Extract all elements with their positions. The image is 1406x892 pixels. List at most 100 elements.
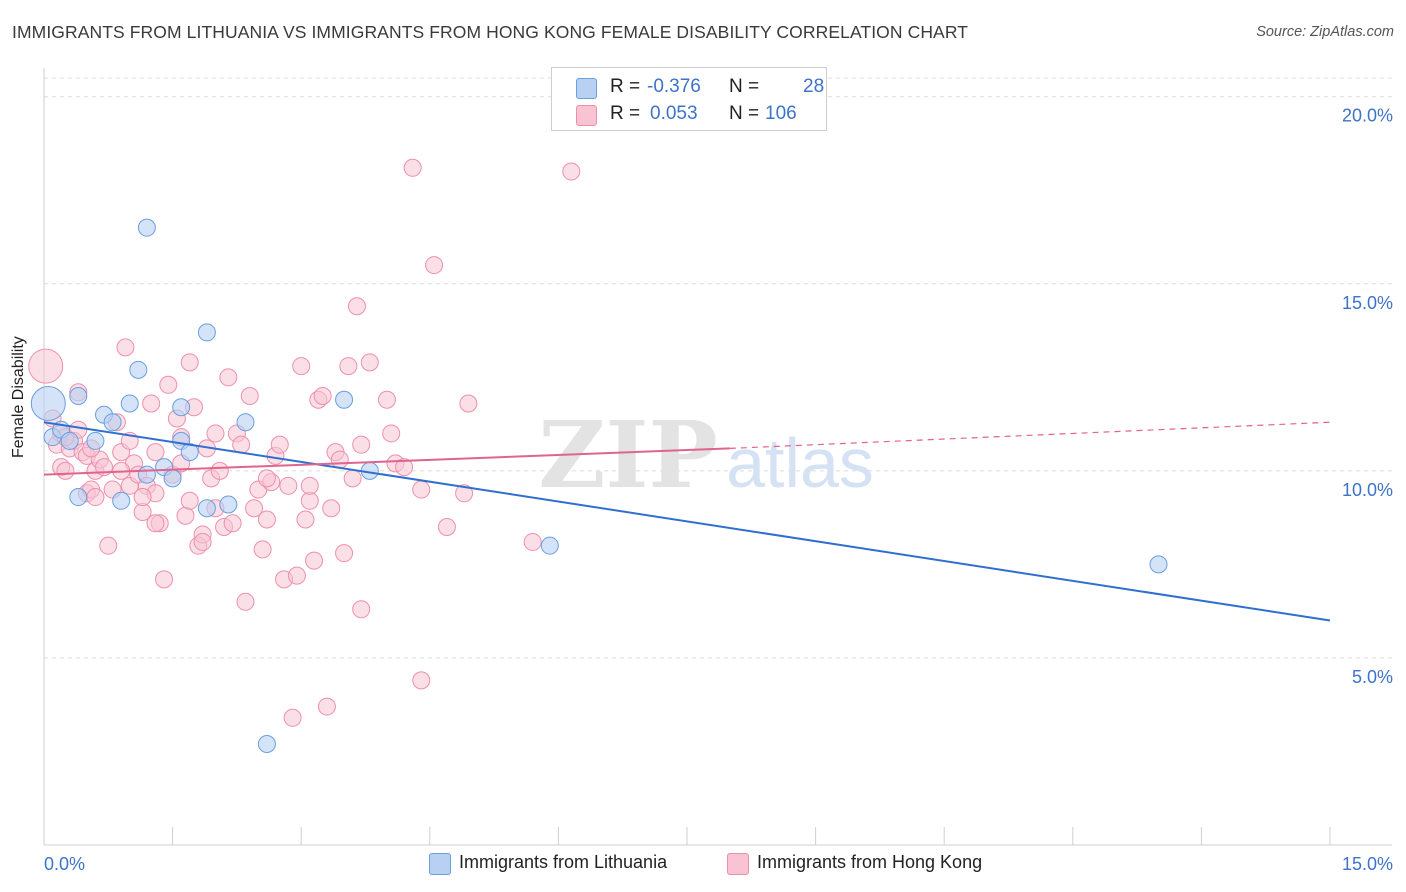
chart-title: IMMIGRANTS FROM LITHUANIA VS IMMIGRANTS … [12,22,969,42]
hong-kong-point [343,469,362,488]
lithuania-point [163,469,182,488]
n-label: N = [729,103,760,124]
lithuania-point [137,465,156,484]
hong-kong-point [292,357,311,376]
lithuania-point [86,431,105,450]
hong-kong-point [206,424,225,443]
legend-label: Immigrants from Lithuania [459,852,668,872]
hong-kong-point [146,443,165,462]
r-label: R = [610,76,641,97]
stats-legend: R = -0.376 N = 28 R = 0.053 N = 106 [551,67,827,131]
hong-kong-point [219,368,238,387]
hong-kong-point [287,566,306,585]
hong-kong-point [305,551,324,570]
n-label: N = [729,76,760,97]
lithuania-point [60,431,79,450]
watermark-atlas: atlas [726,424,874,502]
lithuania-legend-swatch [429,853,451,875]
y-tick-label: 15.0% [1342,293,1393,313]
n-value: 28 [803,76,825,97]
grid-lines [44,77,1392,659]
lithuania-point [69,387,88,406]
y-tick-label: 10.0% [1342,480,1393,500]
hong-kong-point [232,435,251,454]
hong-kong-point [317,697,336,716]
r-value: 0.053 [650,103,698,124]
hong-kong-point [176,506,195,525]
hong-kong-point [296,510,315,529]
lithuania-point [103,413,122,432]
hong-kong-point [56,461,75,480]
tick-labels: 5.0% 10.0% 15.0% 20.0% 0.0% 15.0% [44,106,1393,874]
y-axis-label: Female Disability [10,336,27,458]
hong-kong-trend-extension [729,421,1331,450]
hong-kong-point [223,514,242,533]
hong-kong-point [236,592,255,611]
axes [43,68,1392,846]
lithuania-point [335,390,354,409]
hong-kong-point [155,570,174,589]
series-hong-kong-points [28,158,581,727]
hong-kong-point [322,499,341,518]
hong-kong-point [339,357,358,376]
lithuania-point [197,323,216,342]
hong-kong-legend-swatch [727,853,749,875]
hong-kong-point [382,424,401,443]
legend-label: Immigrants from Hong Kong [757,852,983,872]
hong-kong-point [86,488,105,507]
lithuania-swatch [576,78,597,99]
hong-kong-point [99,536,118,555]
lithuania-point [236,413,255,432]
lithuania-point [219,495,238,514]
hong-kong-point [335,544,354,563]
lithuania-point [540,536,559,555]
lithuania-point [69,488,88,507]
hong-kong-point [523,532,542,551]
hong-kong-point [352,600,371,619]
lithuania-point [137,218,156,237]
hong-kong-point [270,435,289,454]
hong-kong-point [377,390,396,409]
hong-kong-point [193,532,212,551]
hong-kong-point [142,394,161,413]
hong-kong-point [240,387,259,406]
lithuania-point [112,491,131,510]
hong-kong-point [180,491,199,510]
r-label: R = [610,103,641,124]
hong-kong-point [180,353,199,372]
lithuania-point [1149,555,1168,574]
hong-kong-point [257,510,276,529]
hong-kong-point [283,708,302,727]
hong-kong-point [459,394,478,413]
hong-kong-point [300,476,319,495]
n-value: 106 [765,103,797,124]
x-tick-label: 15.0% [1342,854,1393,874]
hong-kong-point [412,671,431,690]
source-label: Source: ZipAtlas.com [1256,24,1394,40]
hong-kong-point [133,488,152,507]
hong-kong-point [116,338,135,357]
lithuania-point [180,443,199,462]
hong-kong-point [146,514,165,533]
hong-kong-point [395,458,414,477]
hong-kong-point [412,480,431,499]
hong-kong-point [455,484,474,503]
hong-kong-point [279,476,298,495]
hong-kong-point [245,499,264,518]
y-tick-label: 20.0% [1342,106,1393,126]
hong-kong-point [300,491,319,510]
hong-kong-point [28,348,64,384]
lithuania-point [120,394,139,413]
hong-kong-trend-line [43,447,730,476]
hong-kong-point [562,162,581,181]
hong-kong-point [437,517,456,536]
series-lithuania-points [30,218,1168,753]
hong-kong-point [257,469,276,488]
hong-kong-point [313,387,332,406]
hong-kong-point [347,297,366,316]
hong-kong-point [360,353,379,372]
lithuania-point [172,398,191,417]
lithuania-point [257,734,276,753]
hong-kong-point [403,158,422,177]
